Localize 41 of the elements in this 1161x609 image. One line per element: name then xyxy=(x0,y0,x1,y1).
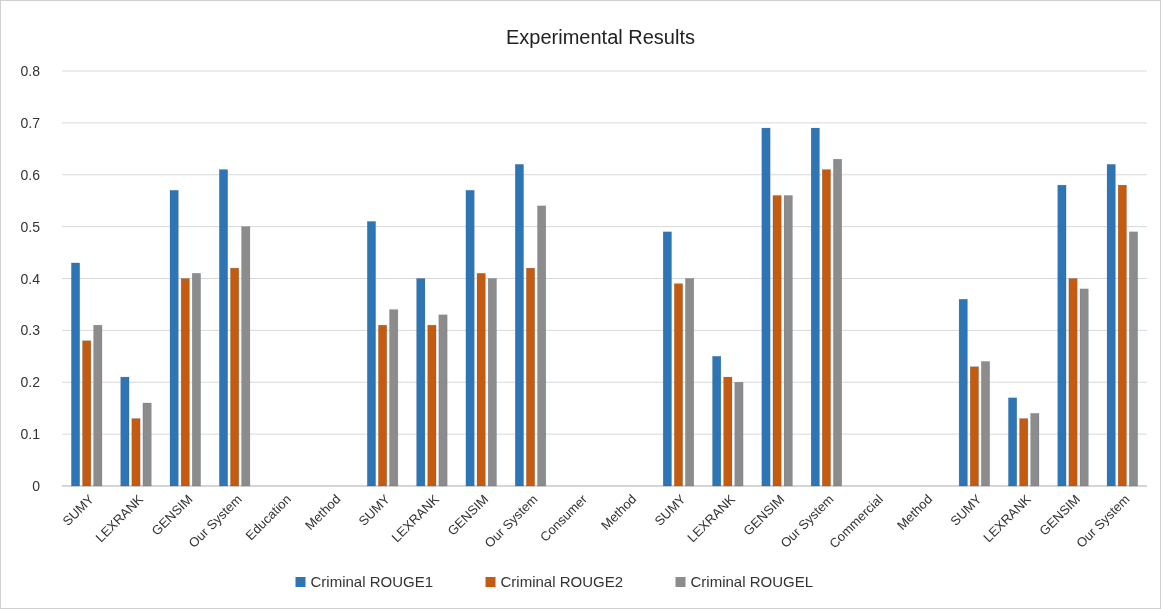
y-tick-label: 0.2 xyxy=(20,374,41,391)
bar xyxy=(1106,164,1116,487)
bar xyxy=(674,283,683,487)
y-tick-label: 0.6 xyxy=(20,166,41,183)
bar xyxy=(192,273,201,487)
bar xyxy=(230,267,240,487)
y-tick-label: 0.5 xyxy=(20,218,41,235)
bar xyxy=(537,205,547,487)
bar xyxy=(1008,397,1018,487)
bar xyxy=(1129,231,1138,487)
legend-label: Criminal ROUGE2 xyxy=(500,573,624,590)
y-tick-label: 0.8 xyxy=(20,63,41,79)
bar xyxy=(514,164,524,487)
bar xyxy=(810,127,820,487)
bar xyxy=(712,356,722,487)
bar xyxy=(981,361,990,487)
bar xyxy=(378,324,387,487)
chart-title: Experimental Results xyxy=(506,26,695,48)
y-tick-label: 0 xyxy=(32,478,41,494)
bar xyxy=(82,340,92,487)
bar xyxy=(219,169,228,487)
bar xyxy=(71,262,80,487)
y-tick-label: 0.1 xyxy=(20,426,41,443)
y-tick-label: 0.3 xyxy=(20,322,41,339)
legend-label: Criminal ROUGEL xyxy=(690,573,814,590)
bar xyxy=(822,169,831,487)
bar xyxy=(1117,184,1127,487)
bar xyxy=(241,226,251,487)
bar xyxy=(526,267,535,487)
y-tick-label: 0.7 xyxy=(20,114,41,131)
bar xyxy=(833,158,842,487)
bar xyxy=(662,231,672,487)
bar xyxy=(685,278,695,487)
bar xyxy=(93,324,103,487)
bar xyxy=(969,366,979,487)
bar xyxy=(958,299,968,487)
legend-label: Criminal ROUGE1 xyxy=(310,573,434,590)
bar xyxy=(389,309,399,487)
y-tick-label: 0.4 xyxy=(20,270,41,287)
bar xyxy=(487,278,497,487)
bar xyxy=(367,221,376,487)
